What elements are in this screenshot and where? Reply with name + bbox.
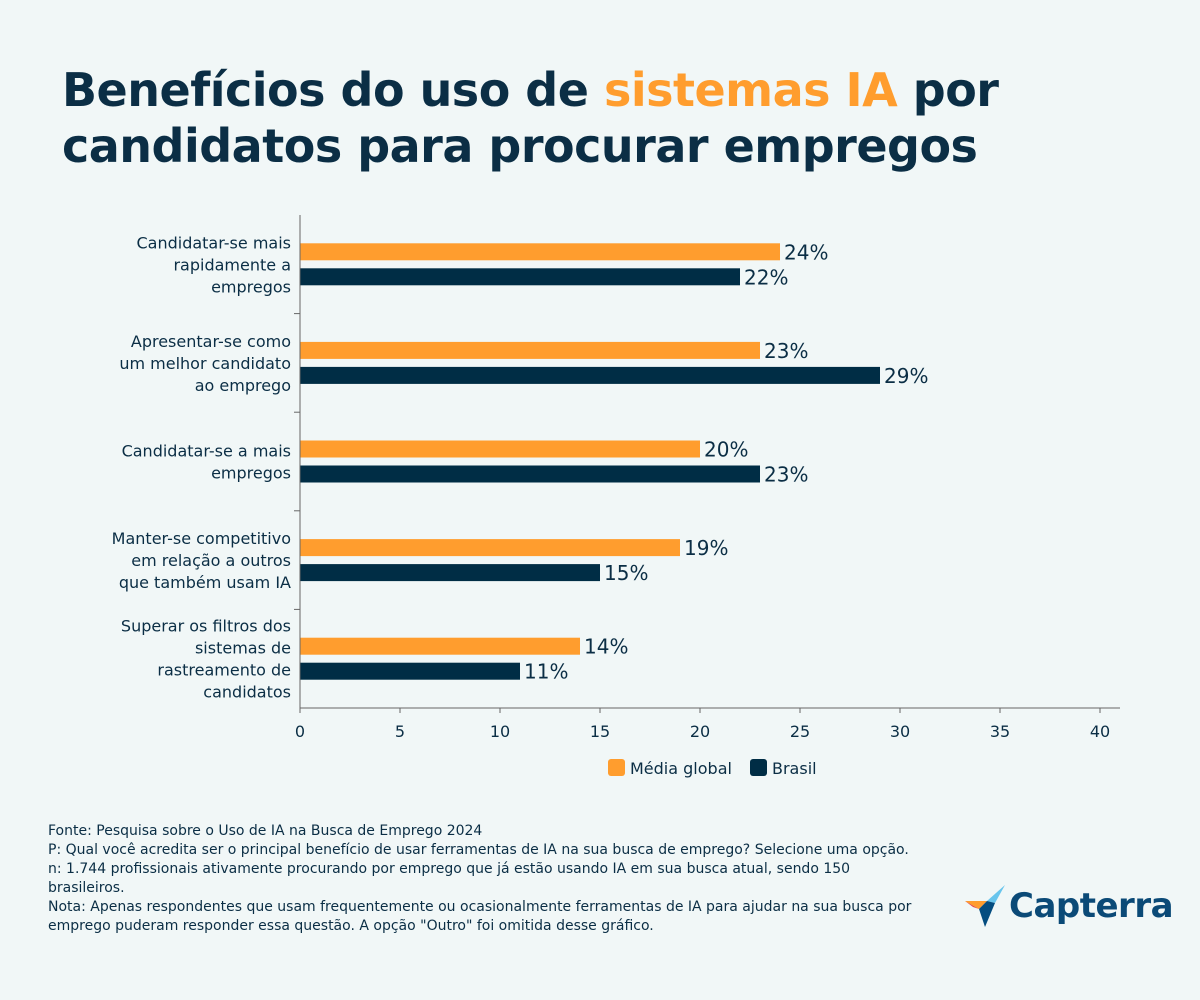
capterra-logo-text: Capterra: [1009, 886, 1174, 926]
x-tick-label: 40: [1090, 722, 1110, 741]
data-label: 23%: [764, 339, 808, 363]
x-tick-label: 25: [790, 722, 810, 741]
data-label: 23%: [764, 463, 808, 487]
page-title: Benefícios do uso de sistemas IA por cand…: [62, 62, 999, 174]
bar-brasil: [300, 268, 740, 286]
category-label: sistemas de: [195, 639, 291, 658]
source-note: Fonte: Pesquisa sobre o Uso de IA na Bus…: [48, 823, 483, 839]
bar-brasil: [300, 564, 600, 582]
bar-brasil: [300, 465, 760, 483]
bar-chart: Candidatar-se mais rapidamente a empregos 2…: [112, 215, 1120, 778]
capterra-logo-icon: [965, 885, 1005, 927]
category-label: em relação a outros: [131, 551, 291, 570]
bar-media-global: [300, 539, 680, 557]
x-tick-label: 35: [990, 722, 1010, 741]
x-tick-label: 5: [395, 722, 405, 741]
title-part2: candidatos para procurar empregos: [62, 119, 978, 173]
bar-brasil: [300, 662, 520, 680]
category-label: rapidamente a: [173, 255, 291, 274]
bar-media-global: [300, 440, 700, 458]
bar-media-global: [300, 341, 760, 359]
title-highlight: sistemas IA: [603, 63, 913, 117]
bar-media-global: [300, 243, 780, 261]
legend-label: Brasil: [772, 759, 817, 778]
data-label: 19%: [684, 536, 728, 560]
category-label: que também usam IA: [119, 573, 291, 592]
data-label: 15%: [604, 561, 648, 585]
category-label: Manter-se competitivo: [112, 529, 291, 548]
legend-swatch: [750, 759, 767, 776]
title-part2-start: por: [912, 63, 999, 117]
x-tick-label: 15: [590, 722, 610, 741]
category-label: Candidatar-se mais: [136, 233, 291, 252]
category-label: um melhor candidato: [119, 354, 291, 373]
category-label: rastreamento de: [157, 661, 291, 680]
x-tick-label: 20: [690, 722, 710, 741]
category-label: empregos: [211, 464, 291, 483]
bar-brasil: [300, 366, 880, 384]
title-part1: Benefícios do uso de: [62, 63, 604, 117]
question-note: P: Qual você acredita ser o principal be…: [48, 842, 909, 858]
x-tick-label: 30: [890, 722, 910, 741]
category-label: ao emprego: [195, 376, 291, 395]
footer-notes: Fonte: Pesquisa sobre o Uso de IA na Bus…: [48, 822, 928, 936]
category-label: Candidatar-se a mais: [122, 442, 291, 461]
x-tick-label: 10: [490, 722, 510, 741]
capterra-logo: Capterra: [965, 885, 1174, 927]
legend-label: Média global: [630, 759, 732, 778]
legend-swatch: [608, 759, 625, 776]
data-label: 20%: [704, 438, 748, 462]
category-label: candidatos: [203, 683, 291, 702]
x-tick-label: 0: [295, 722, 305, 741]
bar-media-global: [300, 637, 580, 655]
data-label: 24%: [784, 240, 828, 264]
data-label: 29%: [884, 364, 928, 388]
data-label: 14%: [584, 635, 628, 659]
sample-note: n: 1.744 profissionais ativamente procur…: [48, 861, 851, 896]
category-label: empregos: [211, 277, 291, 296]
category-label: Apresentar-se como: [131, 332, 291, 351]
category-label: Superar os filtros dos: [121, 617, 291, 636]
data-label: 22%: [744, 265, 788, 289]
data-label: 11%: [524, 660, 568, 684]
nota-note: Nota: Apenas respondentes que usam frequ…: [48, 899, 912, 934]
